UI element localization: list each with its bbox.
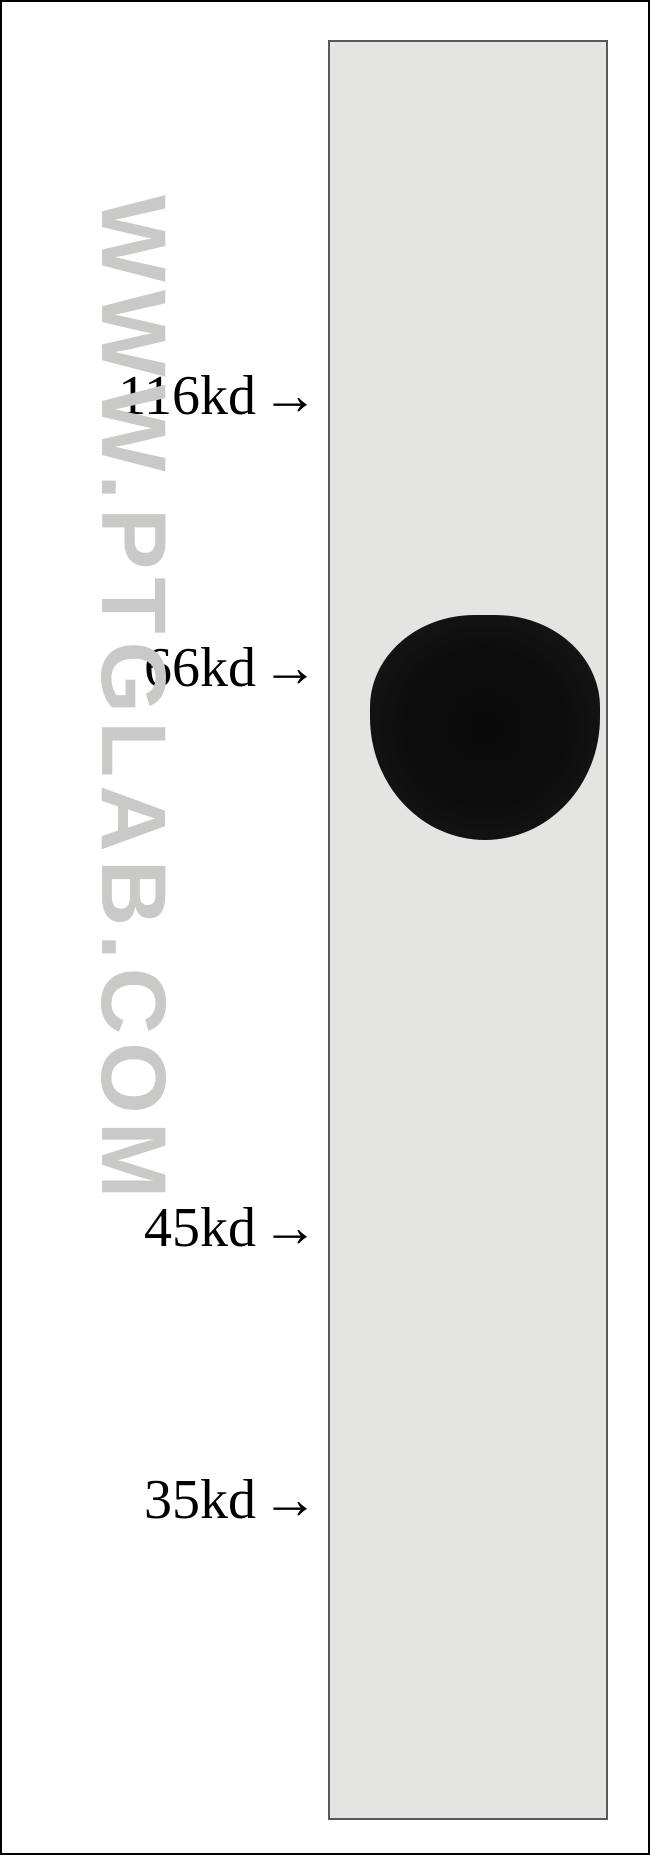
arrow-icon: →	[262, 368, 318, 424]
marker-45kd: 45kd→	[144, 1200, 318, 1256]
marker-35kd: 35kd→	[144, 1472, 318, 1528]
blot-figure: 116kd→ 66kd→ 45kd→ 35kd→ WWW.PTGLAB.COM	[0, 0, 650, 1855]
marker-text: 35kd	[144, 1469, 256, 1531]
marker-66kd: 66kd→	[144, 640, 318, 696]
watermark: WWW.PTGLAB.COM	[80, 195, 185, 1206]
arrow-icon: →	[262, 640, 318, 696]
marker-text: 116kd	[118, 365, 256, 427]
arrow-icon: →	[262, 1200, 318, 1256]
marker-text: 66kd	[144, 637, 256, 699]
gel-lane	[328, 40, 608, 1820]
arrow-icon: →	[262, 1472, 318, 1528]
marker-text: 45kd	[144, 1197, 256, 1259]
marker-116kd: 116kd→	[118, 368, 318, 424]
